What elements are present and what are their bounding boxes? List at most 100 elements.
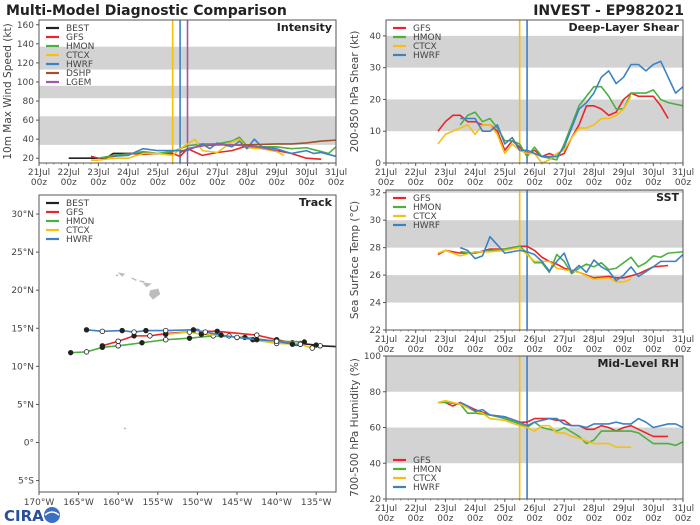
x-tick-label: 31Jul 00z xyxy=(325,168,347,188)
x-tick-day: 22Jul xyxy=(405,335,427,345)
y-tick-label: 10 xyxy=(370,127,382,137)
y-axis-label: 200-850 hPa Shear (kt) xyxy=(349,31,361,153)
track-point-hwrf xyxy=(99,328,106,335)
land-island xyxy=(123,427,127,430)
x-tick-label: 27Jul 00z xyxy=(206,168,228,188)
legend-label: HWRF xyxy=(413,51,440,61)
track-point-ctcx xyxy=(309,345,315,351)
land-island xyxy=(117,272,126,277)
y-tick-label: 0 xyxy=(375,159,381,169)
x-tick-label: 165°W xyxy=(63,498,94,508)
legend-entry-gfs: GFS xyxy=(46,208,84,218)
x-tick-day: 29Jul xyxy=(612,335,634,345)
x-tick-hour: 00z xyxy=(378,345,394,355)
x-tick-hour: 00z xyxy=(675,178,691,188)
legend-label: HMON xyxy=(413,33,441,43)
x-tick-hour: 00z xyxy=(526,345,542,355)
x-tick-day: 31Jul xyxy=(325,168,347,178)
x-tick-day: 25Jul xyxy=(147,168,169,178)
x-tick-day: 25Jul xyxy=(494,335,516,345)
x-tick-hour: 00z xyxy=(586,514,602,524)
x-tick-day: 29Jul xyxy=(265,168,287,178)
x-tick-label: 25Jul 00z xyxy=(147,168,169,188)
y-tick-label: 80 xyxy=(23,97,35,107)
x-tick-day: 30Jul xyxy=(642,335,664,345)
x-tick-hour: 00z xyxy=(526,178,542,188)
threshold-band xyxy=(386,275,683,303)
x-tick-day: 28Jul xyxy=(583,168,605,178)
x-tick-label: 25Jul 00z xyxy=(494,335,516,355)
x-tick-label: 26Jul 00z xyxy=(523,335,545,355)
series-line-hmon xyxy=(98,136,337,160)
y-tick-label: 15°N xyxy=(11,324,34,334)
x-tick-label: 31Jul 00z xyxy=(672,504,694,524)
x-tick-hour: 00z xyxy=(556,345,572,355)
y-tick-label: 80 xyxy=(370,388,382,398)
legend-entry-hmon: HMON xyxy=(393,203,441,213)
legend-entry-ctcx: CTCX xyxy=(393,212,437,222)
x-tick-label: 24Jul 00z xyxy=(464,504,486,524)
legend-label: BEST xyxy=(66,199,90,209)
y-tick-label: 40 xyxy=(370,32,382,42)
x-tick-label: 28Jul 00z xyxy=(583,335,605,355)
x-tick-day: 29Jul xyxy=(612,168,634,178)
x-tick-label: 24Jul 00z xyxy=(464,168,486,188)
legend-label: GFS xyxy=(413,194,431,204)
x-tick-label: 28Jul 00z xyxy=(583,504,605,524)
y-tick-label: 40 xyxy=(370,459,382,469)
x-tick-day: 24Jul xyxy=(464,504,486,514)
land-island xyxy=(115,274,119,277)
x-tick-hour: 00z xyxy=(378,514,394,524)
y-tick-label: 100 xyxy=(17,78,34,88)
x-tick-hour: 00z xyxy=(437,514,453,524)
x-tick-label: 155°W xyxy=(143,498,174,508)
x-tick-day: 22Jul xyxy=(58,168,80,178)
figure-title: Multi-Model Diagnostic Comparison xyxy=(6,3,287,19)
y-tick-label: 28 xyxy=(370,244,382,254)
legend-label: HWRF xyxy=(413,221,440,231)
x-tick-day: 24Jul xyxy=(464,335,486,345)
track-point-hmon xyxy=(115,343,121,349)
panel-title: Track xyxy=(299,196,333,209)
x-tick-day: 28Jul xyxy=(583,504,605,514)
x-tick-hour: 00z xyxy=(90,178,106,188)
x-tick-day: 30Jul xyxy=(642,168,664,178)
x-tick-hour: 00z xyxy=(645,178,661,188)
legend-entry-hwrf: HWRF xyxy=(393,221,440,231)
x-tick-day: 23Jul xyxy=(434,335,456,345)
x-tick-hour: 00z xyxy=(675,514,691,524)
x-tick-label: 21Jul 00z xyxy=(375,504,397,524)
y-tick-label: 20 xyxy=(23,154,35,164)
x-tick-day: 21Jul xyxy=(375,168,397,178)
x-tick-hour: 00z xyxy=(467,178,483,188)
x-tick-day: 31Jul xyxy=(672,504,694,514)
y-tick-label: 26 xyxy=(370,271,382,281)
y-tick-label: 30 xyxy=(370,216,382,226)
x-tick-label: 30Jul 00z xyxy=(642,168,664,188)
legend-label: DSHP xyxy=(66,69,91,79)
series-line-hwrf xyxy=(460,60,684,158)
x-tick-day: 21Jul xyxy=(375,335,397,345)
x-tick-hour: 00z xyxy=(645,514,661,524)
x-tick-label: 27Jul 00z xyxy=(553,335,575,355)
series-line-hwrf xyxy=(459,235,684,282)
y-tick-label: 60 xyxy=(23,116,35,126)
legend-label: BEST xyxy=(66,24,90,34)
legend-label: CTCX xyxy=(66,226,90,236)
track-point-hwrf xyxy=(289,341,296,347)
legend-entry-hwrf: HWRF xyxy=(393,483,440,493)
series-line-ctcx xyxy=(437,95,632,164)
x-tick-day: 25Jul xyxy=(494,168,516,178)
track-point-hwrf xyxy=(190,327,197,333)
legend-entry-ctcx: CTCX xyxy=(46,226,90,236)
legend-entry-hwrf: HWRF xyxy=(46,235,93,245)
threshold-band xyxy=(386,356,683,392)
track-point-hwrf xyxy=(119,327,125,334)
legend-label: HMON xyxy=(66,42,94,52)
x-tick-label: 21Jul 00z xyxy=(28,168,50,188)
land-island xyxy=(139,280,145,283)
x-tick-day: 27Jul xyxy=(553,168,575,178)
x-tick-hour: 00z xyxy=(497,178,513,188)
legend-entry-ctcx: CTCX xyxy=(393,42,437,52)
